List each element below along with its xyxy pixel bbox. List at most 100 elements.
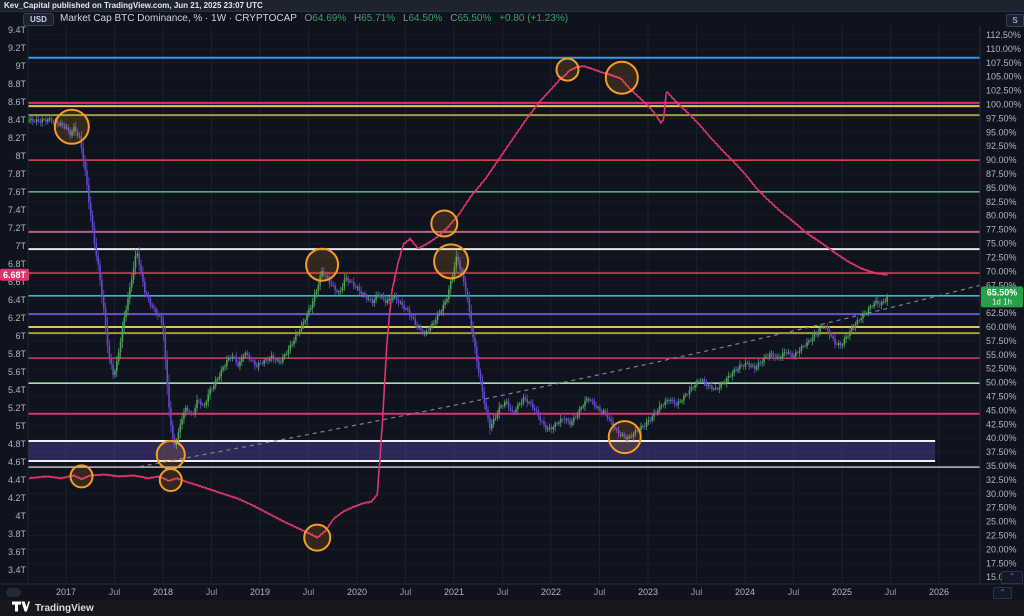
- svg-text:67.50%: 67.50%: [986, 280, 1017, 290]
- candlestick-series[interactable]: [28, 114, 889, 450]
- svg-text:77.50%: 77.50%: [986, 225, 1017, 235]
- svg-text:105.00%: 105.00%: [986, 72, 1022, 82]
- svg-text:4.8T: 4.8T: [8, 439, 27, 449]
- svg-text:5.8T: 5.8T: [8, 349, 27, 359]
- time-scale-caret-icon[interactable]: ⌃: [993, 587, 1012, 599]
- svg-text:107.50%: 107.50%: [986, 58, 1022, 68]
- svg-text:1d 1h: 1d 1h: [992, 297, 1012, 306]
- svg-text:87.50%: 87.50%: [986, 169, 1017, 179]
- svg-text:2020: 2020: [347, 587, 367, 597]
- svg-text:7T: 7T: [15, 241, 26, 251]
- currency-unit-button[interactable]: USD: [23, 13, 54, 26]
- svg-text:Jul: Jul: [885, 587, 897, 597]
- svg-text:25.00%: 25.00%: [986, 517, 1017, 527]
- change-value: +0.80 (+1.23%): [499, 13, 569, 24]
- tradingview-logo-icon[interactable]: [12, 599, 30, 616]
- svg-text:97.50%: 97.50%: [986, 113, 1017, 123]
- publish-text: Kev_Capital published on TradingView.com…: [4, 1, 263, 10]
- current-price-label: 65.50%1d 1h: [981, 286, 1023, 308]
- timezone-pill[interactable]: [6, 588, 21, 597]
- svg-text:7.4T: 7.4T: [8, 205, 27, 215]
- left-price-axis[interactable]: 9.4T 9.2T 9T 8.8T 8.6T 8.4T 8.2T 8T 7.8T 7.6T 7.4T…: [8, 25, 27, 575]
- svg-text:4T: 4T: [15, 511, 26, 521]
- fed-balance-sheet-line[interactable]: [28, 65, 888, 539]
- svg-text:8.8T: 8.8T: [8, 79, 27, 89]
- svg-text:6.68T: 6.68T: [3, 270, 27, 280]
- svg-text:Jul: Jul: [109, 587, 121, 597]
- svg-text:8T: 8T: [15, 151, 26, 161]
- annotation-circle[interactable]: [155, 439, 186, 470]
- svg-text:9T: 9T: [15, 61, 26, 71]
- svg-text:3.8T: 3.8T: [8, 529, 27, 539]
- svg-text:4.2T: 4.2T: [8, 493, 27, 503]
- support-band: [28, 439, 936, 463]
- publish-info-bar: Kev_Capital published on TradingView.com…: [0, 0, 1024, 12]
- open-label: O: [304, 13, 313, 24]
- annotation-circle[interactable]: [607, 420, 642, 455]
- annotation-circles[interactable]: [53, 57, 642, 552]
- annotation-circle[interactable]: [430, 209, 459, 238]
- high-label: H: [354, 13, 362, 24]
- svg-text:45.00%: 45.00%: [986, 405, 1017, 415]
- svg-text:60.00%: 60.00%: [986, 322, 1017, 332]
- svg-text:6.8T: 6.8T: [8, 259, 27, 269]
- svg-text:57.50%: 57.50%: [986, 336, 1017, 346]
- svg-text:40.00%: 40.00%: [986, 433, 1017, 443]
- svg-text:6.2T: 6.2T: [8, 313, 27, 323]
- svg-text:5T: 5T: [15, 421, 26, 431]
- svg-text:Jul: Jul: [400, 587, 412, 597]
- svg-text:100.00%: 100.00%: [986, 100, 1022, 110]
- svg-text:6.6T: 6.6T: [8, 277, 27, 287]
- svg-text:82.50%: 82.50%: [986, 197, 1017, 207]
- annotation-circle[interactable]: [433, 243, 470, 280]
- annotation-circle[interactable]: [158, 468, 183, 492]
- annotation-circle[interactable]: [53, 108, 90, 145]
- svg-text:2024: 2024: [735, 587, 755, 597]
- svg-text:6T: 6T: [15, 331, 26, 341]
- svg-text:2026: 2026: [929, 587, 949, 597]
- svg-text:5.4T: 5.4T: [8, 385, 27, 395]
- svg-text:90.00%: 90.00%: [986, 155, 1017, 165]
- svg-text:2022: 2022: [541, 587, 561, 597]
- svg-text:7.2T: 7.2T: [8, 223, 27, 233]
- horizontal-levels[interactable]: [28, 56, 980, 468]
- svg-text:3.6T: 3.6T: [8, 547, 27, 557]
- plot-area[interactable]: [28, 56, 1017, 552]
- svg-text:Jul: Jul: [303, 587, 315, 597]
- attribution-bar: TradingView: [0, 600, 1024, 616]
- price-scale-caret-icon[interactable]: ⌃: [1001, 571, 1023, 584]
- svg-text:52.50%: 52.50%: [986, 364, 1017, 374]
- svg-text:Jul: Jul: [788, 587, 800, 597]
- tradingview-wordmark[interactable]: TradingView: [35, 602, 94, 614]
- svg-text:30.00%: 30.00%: [986, 489, 1017, 499]
- svg-text:112.50%: 112.50%: [986, 30, 1021, 40]
- annotation-circle[interactable]: [305, 247, 340, 282]
- annotation-circle[interactable]: [604, 60, 639, 95]
- svg-text:Jul: Jul: [206, 587, 218, 597]
- svg-text:8.2T: 8.2T: [8, 133, 27, 143]
- symbol-legend[interactable]: Market Cap BTC Dominance, % · 1W · CRYPT…: [60, 12, 568, 26]
- annotation-circle[interactable]: [555, 57, 580, 82]
- svg-text:Jul: Jul: [594, 587, 606, 597]
- svg-text:7.8T: 7.8T: [8, 169, 27, 179]
- svg-text:85.00%: 85.00%: [986, 183, 1017, 193]
- svg-text:62.50%: 62.50%: [986, 308, 1017, 318]
- svg-text:5.6T: 5.6T: [8, 367, 27, 377]
- grid: [28, 26, 980, 583]
- svg-text:72.50%: 72.50%: [986, 252, 1017, 262]
- time-axis[interactable]: 2017 Jul 2018 Jul 2019 Jul 2020 Jul 2021 Jul 2022 J…: [56, 587, 949, 597]
- svg-text:17.50%: 17.50%: [986, 558, 1017, 568]
- low-label: L: [402, 13, 409, 24]
- svg-text:70.00%: 70.00%: [986, 266, 1017, 276]
- annotation-circle[interactable]: [303, 523, 332, 552]
- price-scale-settings-button[interactable]: S: [1006, 14, 1024, 27]
- svg-text:2018: 2018: [153, 587, 173, 597]
- svg-text:50.00%: 50.00%: [986, 378, 1017, 388]
- svg-text:32.50%: 32.50%: [986, 475, 1017, 485]
- svg-text:27.50%: 27.50%: [986, 503, 1017, 513]
- svg-text:3.4T: 3.4T: [8, 565, 27, 575]
- svg-text:9.4T: 9.4T: [8, 25, 27, 35]
- annotation-circle[interactable]: [69, 464, 94, 489]
- svg-text:2025: 2025: [832, 587, 852, 597]
